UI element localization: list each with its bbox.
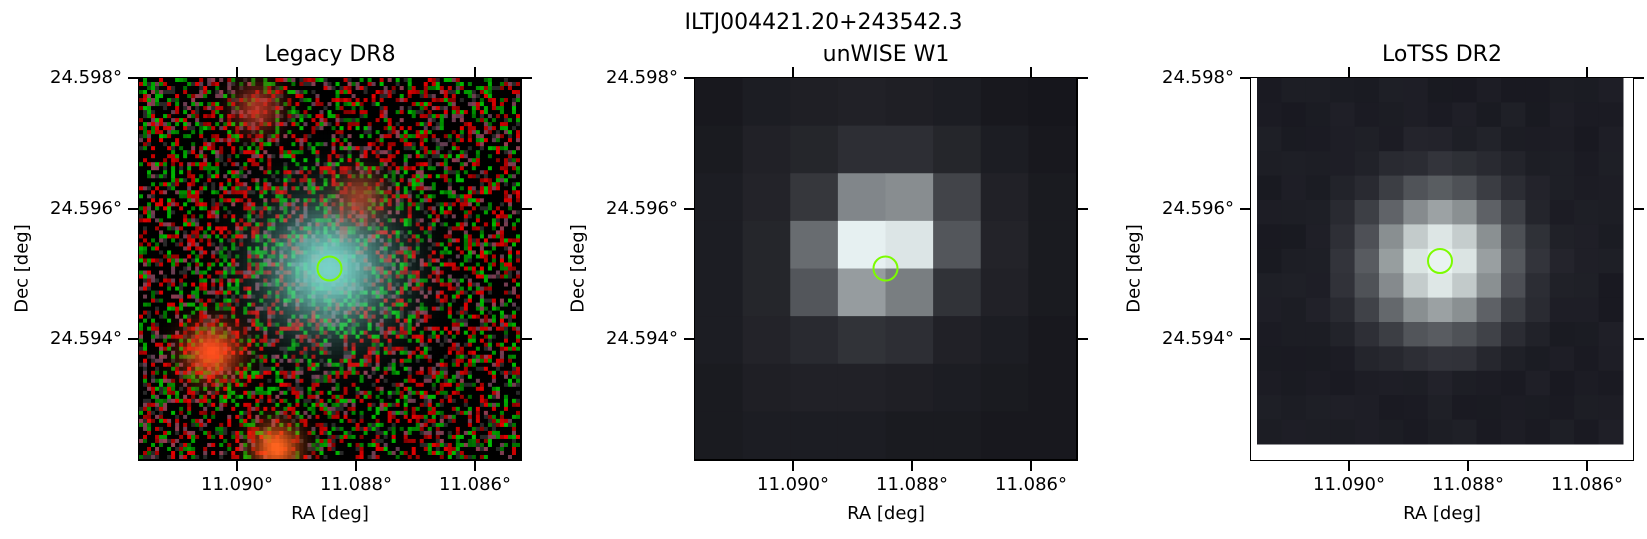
xtick-mark — [1348, 461, 1350, 471]
ytick-mark-right — [522, 338, 532, 340]
y-axis-label: Dec [deg] — [11, 224, 33, 313]
x-axis-label: RA [deg] — [1403, 503, 1481, 524]
ytick-mark — [684, 338, 694, 340]
ytick-label: 24.594° — [606, 328, 678, 349]
ytick-label: 24.594° — [1162, 328, 1234, 349]
panel-title: Legacy DR8 — [264, 42, 396, 67]
image-axes — [138, 77, 522, 461]
xtick-label: 11.086° — [995, 474, 1067, 495]
ytick-label: 24.594° — [50, 328, 122, 349]
xtick-label: 11.086° — [439, 474, 511, 495]
ytick-mark-right — [1634, 208, 1644, 210]
xtick-mark-top — [474, 67, 476, 77]
legacy-dr8-image — [139, 78, 520, 459]
ytick-mark-right — [1078, 208, 1088, 210]
xtick-mark-top — [1030, 67, 1032, 77]
image-axes — [694, 77, 1078, 461]
xtick-mark-top — [1348, 67, 1350, 77]
xtick-label: 11.088° — [320, 474, 392, 495]
ytick-mark — [128, 338, 138, 340]
xtick-mark — [792, 461, 794, 471]
xtick-label: 11.090° — [201, 474, 273, 495]
panel-legacy-dr8: Legacy DR8 24.598° 24.596° 24.594° 11.09… — [0, 0, 540, 539]
ytick-label: 24.598° — [1162, 67, 1234, 88]
xtick-mark — [355, 461, 357, 471]
xtick-label: 11.088° — [1432, 474, 1504, 495]
y-axis-label: Dec [deg] — [567, 224, 589, 313]
panel-title: unWISE W1 — [822, 42, 950, 67]
panel-unwise-w1: unWISE W1 24.598° 24.596° 24.594° 11.090… — [556, 0, 1096, 539]
ytick-mark-right — [522, 208, 532, 210]
image-axes — [1250, 77, 1634, 461]
xtick-label: 11.090° — [1313, 474, 1385, 495]
xtick-label: 11.088° — [876, 474, 948, 495]
source-position-marker — [872, 255, 899, 282]
xtick-label: 11.090° — [757, 474, 829, 495]
ytick-mark-right — [522, 77, 532, 79]
figure-title: ILTJ004421.20+243542.3 — [684, 10, 963, 35]
ytick-mark — [684, 77, 694, 79]
ytick-label: 24.598° — [50, 67, 122, 88]
ytick-mark-right — [1078, 77, 1088, 79]
ytick-label: 24.596° — [50, 198, 122, 219]
ytick-mark — [684, 208, 694, 210]
source-position-marker — [316, 255, 343, 282]
y-axis-label: Dec [deg] — [1123, 224, 1145, 313]
xtick-mark-top — [792, 67, 794, 77]
lotss-dr2-image — [1257, 78, 1624, 445]
xtick-mark-top — [236, 67, 238, 77]
xtick-mark — [1030, 461, 1032, 471]
source-position-marker — [1427, 248, 1453, 274]
unwise-w1-image — [695, 78, 1076, 459]
xtick-mark — [236, 461, 238, 471]
x-axis-label: RA [deg] — [291, 503, 369, 524]
panel-title: LoTSS DR2 — [1382, 42, 1502, 67]
xtick-label: 11.086° — [1551, 474, 1623, 495]
xtick-mark — [474, 461, 476, 471]
xtick-mark — [911, 461, 913, 471]
xtick-mark-top — [1586, 67, 1588, 77]
ytick-mark — [128, 77, 138, 79]
x-axis-label: RA [deg] — [847, 503, 925, 524]
xtick-mark — [1586, 461, 1588, 471]
xtick-mark — [1467, 461, 1469, 471]
ytick-mark — [1240, 77, 1250, 79]
ytick-mark-right — [1634, 77, 1644, 79]
ytick-mark-right — [1078, 338, 1088, 340]
ytick-label: 24.596° — [1162, 198, 1234, 219]
ytick-mark — [1240, 338, 1250, 340]
ytick-mark-right — [1634, 338, 1644, 340]
ytick-mark — [128, 208, 138, 210]
panel-lotss-dr2: LoTSS DR2 24.598° 24.596° 24.594° 11.090… — [1112, 0, 1647, 539]
ytick-label: 24.598° — [606, 67, 678, 88]
ytick-mark — [1240, 208, 1250, 210]
ytick-label: 24.596° — [606, 198, 678, 219]
